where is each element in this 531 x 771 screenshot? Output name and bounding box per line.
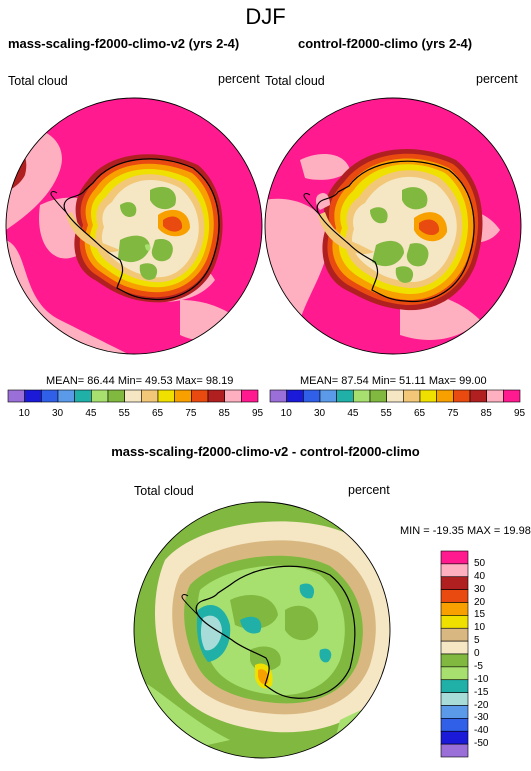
cb1-swatch xyxy=(7,389,25,403)
diff-title: mass-scaling-f2000-climo-v2 - control-f2… xyxy=(111,444,420,459)
cb2-label: 95 xyxy=(514,408,526,419)
cbd-label: -30 xyxy=(474,712,489,724)
cbd-swatch xyxy=(440,730,469,745)
cb2-swatch xyxy=(453,389,471,403)
colorbar-panel-1-labels: 10 30 45 55 65 75 85 95 xyxy=(8,408,263,422)
cb2-swatch xyxy=(386,389,404,403)
cbd-swatch xyxy=(440,563,469,578)
cbd-label: 40 xyxy=(474,570,486,582)
cb2-label: 55 xyxy=(380,408,392,419)
cb1-label: 75 xyxy=(185,408,197,419)
cb2-swatch xyxy=(319,389,337,403)
cbd-label: 50 xyxy=(474,557,486,569)
cb2-swatch xyxy=(469,389,487,403)
cb2-label: 75 xyxy=(447,408,459,419)
cb1-label: 45 xyxy=(85,408,97,419)
cb1-swatch xyxy=(91,389,109,403)
cbd-swatch xyxy=(440,576,469,590)
cb2-label: 30 xyxy=(314,408,326,419)
cbd-label: 15 xyxy=(474,609,486,621)
colorbar-diff xyxy=(440,550,469,758)
cb2-swatch xyxy=(269,389,287,403)
cb1-label: 55 xyxy=(118,408,130,419)
panel-1-stats: MEAN= 86.44 Min= 49.53 Max= 98.19 xyxy=(46,375,234,387)
cbd-swatch xyxy=(440,640,469,655)
cb1-swatch xyxy=(74,389,92,403)
cb2-label: 65 xyxy=(414,408,426,419)
cb2-label: 10 xyxy=(280,408,292,419)
cb1-swatch xyxy=(107,389,125,403)
cbd-label: -5 xyxy=(474,660,483,672)
cb2-swatch xyxy=(419,389,437,403)
cbd-swatch xyxy=(440,743,469,758)
cb1-swatch xyxy=(241,389,259,403)
cbd-swatch xyxy=(440,666,469,681)
cb1-label: 95 xyxy=(252,408,264,419)
cb1-swatch xyxy=(191,389,209,403)
cb2-swatch xyxy=(336,389,354,403)
cb1-swatch xyxy=(24,389,42,403)
panel-1-title: mass-scaling-f2000-climo-v2 (yrs 2-4) xyxy=(8,36,240,51)
cb1-swatch xyxy=(124,389,142,403)
diff-units: percent xyxy=(348,483,390,497)
panel-1-variable: Total cloud xyxy=(8,74,68,88)
cb1-label: 30 xyxy=(52,408,64,419)
cbd-swatch xyxy=(440,550,469,565)
cb2-swatch xyxy=(353,389,371,403)
cb2-swatch xyxy=(436,389,454,403)
diff-variable: Total cloud xyxy=(134,484,194,498)
cbd-label: -50 xyxy=(474,738,489,750)
colorbar-panel-1 xyxy=(7,389,259,403)
diff-stats: MIN = -19.35 MAX = 19.98 xyxy=(400,525,531,537)
colorbar-panel-2 xyxy=(269,389,521,403)
panel-2-title: control-f2000-climo (yrs 2-4) xyxy=(298,36,473,51)
cbd-swatch xyxy=(440,627,469,642)
cb1-label: 10 xyxy=(18,408,30,419)
cb1-swatch xyxy=(141,389,159,403)
cbd-label: 30 xyxy=(474,583,486,595)
cbd-swatch xyxy=(440,679,469,693)
colorbar-panel-2-labels: 10 30 45 55 65 75 85 95 xyxy=(270,408,525,422)
cbd-label: 20 xyxy=(474,596,486,608)
cbd-swatch xyxy=(440,602,469,616)
cbd-label: -15 xyxy=(474,686,489,698)
cb2-label: 85 xyxy=(480,408,492,419)
cb2-swatch xyxy=(486,389,504,403)
cb2-swatch xyxy=(369,389,387,403)
cb2-swatch xyxy=(503,389,521,403)
cb2-swatch xyxy=(303,389,321,403)
cbd-swatch xyxy=(440,705,469,719)
colorbar-diff-labels: 50 40 30 20 15 10 5 0 -5 -10 -15 -20 -30 -40 -50 xyxy=(474,551,514,759)
panel-1-units: percent xyxy=(218,72,260,86)
cb1-swatch xyxy=(174,389,192,403)
cbd-swatch xyxy=(440,653,469,668)
cb1-swatch xyxy=(224,389,242,403)
cbd-label: -10 xyxy=(474,673,489,685)
cb1-swatch xyxy=(157,389,175,403)
cbd-swatch xyxy=(440,692,469,706)
panel-2-variable: Total cloud xyxy=(265,74,325,88)
cbd-label: 5 xyxy=(474,635,480,647)
cb2-label: 45 xyxy=(347,408,359,419)
cbd-label: 10 xyxy=(474,622,486,634)
cbd-label: 0 xyxy=(474,648,480,659)
cb1-label: 65 xyxy=(152,408,164,419)
cbd-swatch xyxy=(440,589,469,603)
panel-2-stats: MEAN= 87.54 Min= 51.11 Max= 99.00 xyxy=(300,375,487,387)
cbd-swatch xyxy=(440,718,469,732)
cbd-label: -20 xyxy=(474,699,489,711)
cbd-label: -40 xyxy=(474,725,489,737)
cb2-swatch xyxy=(403,389,421,403)
cb1-swatch xyxy=(41,389,59,403)
cbd-swatch xyxy=(440,615,469,629)
cb2-swatch xyxy=(286,389,304,403)
cb1-label: 85 xyxy=(218,408,230,419)
cb1-swatch xyxy=(207,389,225,403)
cb1-swatch xyxy=(57,389,75,403)
panel-2-units: percent xyxy=(476,72,518,86)
figure-title: DJF xyxy=(245,4,286,29)
